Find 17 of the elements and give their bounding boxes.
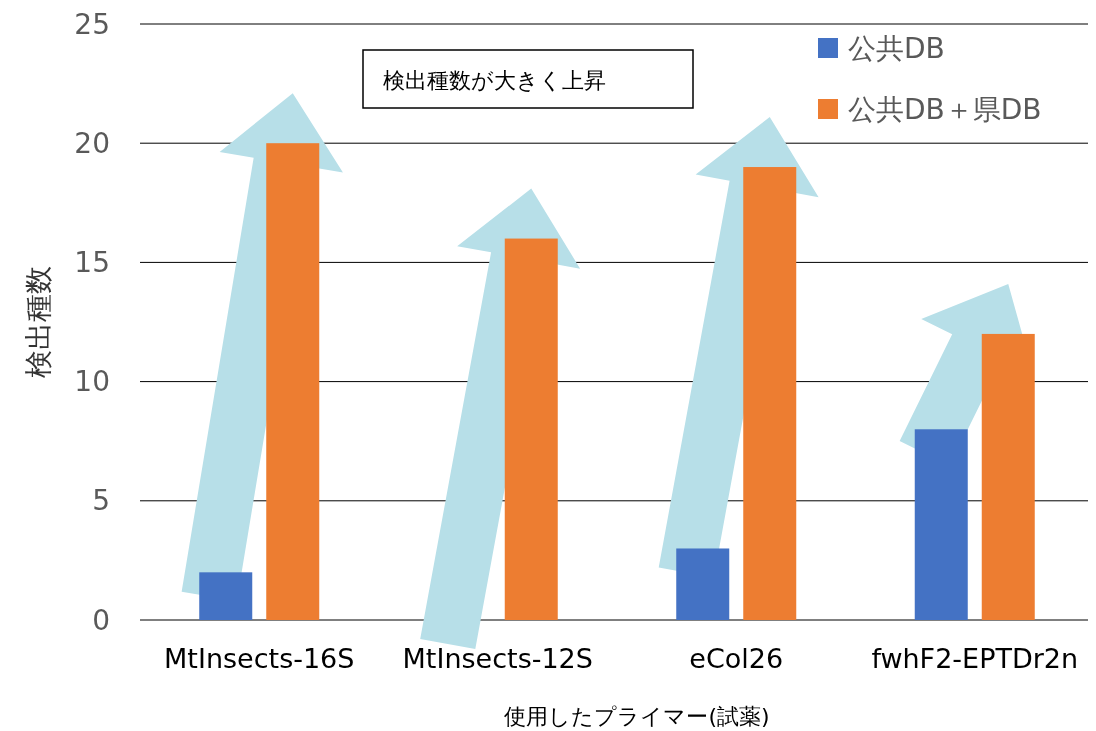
legend-label: 公共DB＋県DB <box>848 92 1042 126</box>
x-tick-label: MtInsects-16S <box>164 643 355 674</box>
legend-label: 公共DB <box>848 31 945 65</box>
x-axis-title: 使用したプライマー(試薬) <box>504 704 770 729</box>
bar <box>199 572 253 620</box>
x-tick-label: fwhF2-EPTDr2n <box>871 643 1079 674</box>
y-tick-label: 15 <box>74 245 110 279</box>
y-tick-label: 20 <box>74 126 110 160</box>
y-tick-label: 5 <box>92 484 110 518</box>
y-tick-label: 25 <box>74 7 110 41</box>
y-tick-label: 10 <box>74 365 110 399</box>
y-axis-title: 検出種数 <box>22 266 55 378</box>
y-tick-label: 0 <box>92 603 110 637</box>
annotation: 検出種数が大きく上昇 <box>383 67 606 93</box>
x-tick-label: MtInsects-12S <box>402 643 593 674</box>
bar <box>676 548 730 620</box>
x-tick-label: eCol26 <box>689 643 784 674</box>
